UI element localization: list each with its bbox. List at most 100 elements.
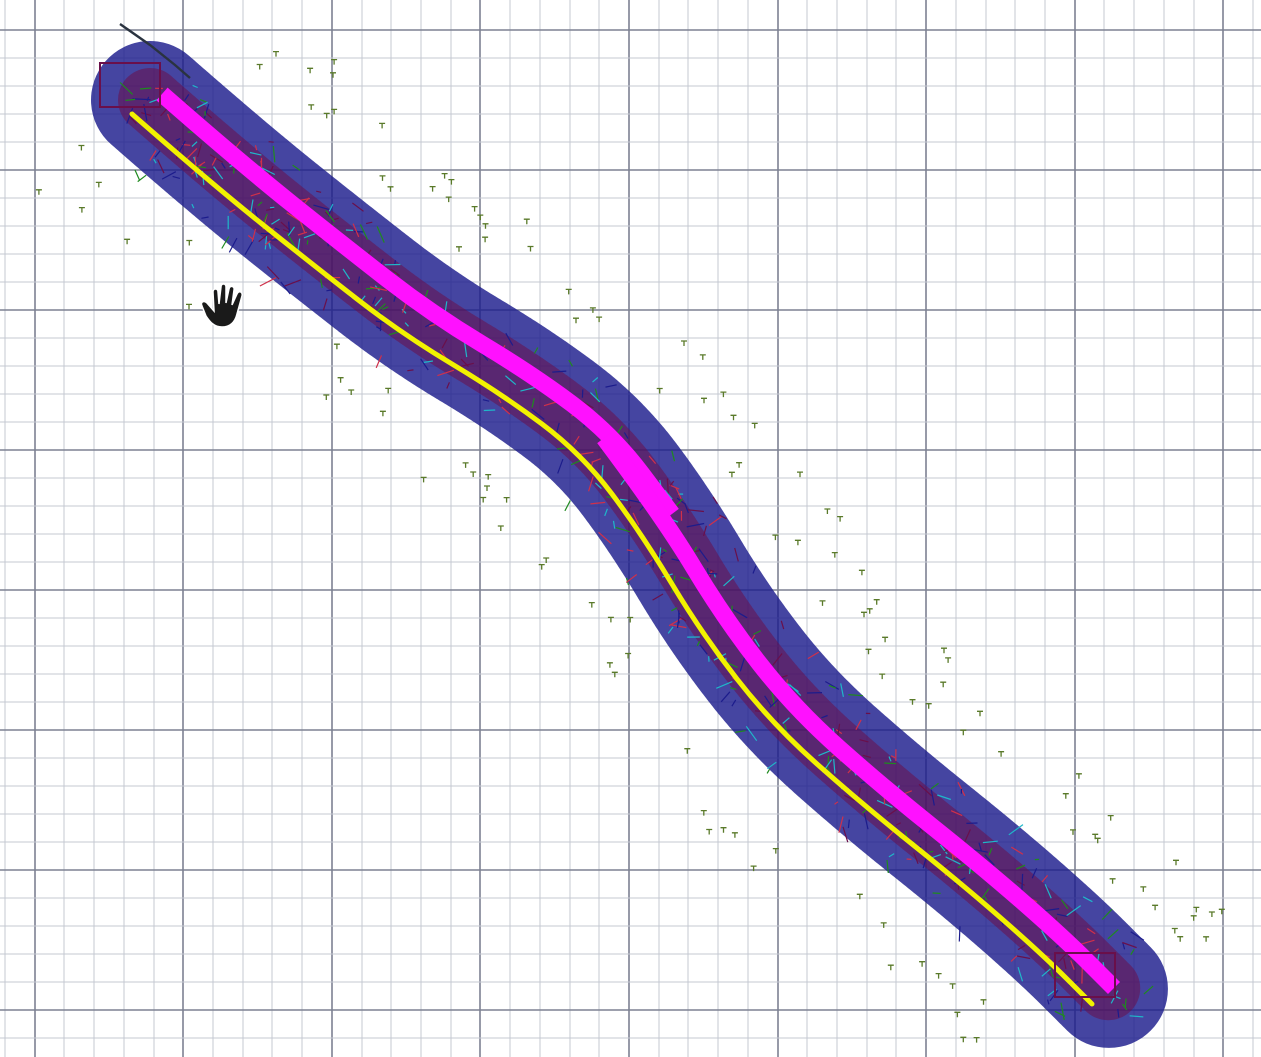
detail-stroke [615,526,630,533]
detail-stroke [1101,908,1113,920]
detail-stroke [847,819,850,829]
detail-stroke [280,221,293,233]
detail-stroke [930,789,935,806]
road-corridor-drawing [35,23,1225,1049]
detail-stroke [259,277,277,287]
detail-stroke [708,572,718,575]
detail-stroke [555,422,560,435]
survey-marker [919,961,926,967]
detail-stroke [191,203,195,209]
detail-stroke [855,719,862,730]
detail-stroke [257,201,263,207]
detail-stroke [918,783,933,797]
detail-stroke [945,856,961,865]
survey-marker [831,551,838,558]
detail-stroke [520,386,537,392]
detail-stroke [978,842,983,852]
detail-stroke [626,549,634,552]
detail-stroke [981,888,990,899]
detail-stroke [807,651,820,660]
survey-marker [445,196,452,203]
survey-marker [960,1036,967,1043]
detail-stroke [444,301,448,312]
survey-marker [1152,904,1159,911]
detail-stroke [604,508,608,517]
detail-stroke [260,232,271,235]
survey-marker [728,471,735,478]
detail-stroke [184,94,190,102]
detail-stroke [1124,998,1127,1008]
detail-stroke [628,499,643,504]
detail-stroke [1129,1015,1144,1018]
detail-stroke [254,145,258,151]
detail-stroke [372,296,377,305]
detail-stroke [420,358,429,371]
detail-stroke [139,87,152,90]
detail-stroke [623,432,629,439]
survey-marker [186,239,193,246]
detail-stroke [1117,1008,1120,1018]
detail-stroke [625,574,638,583]
detail-stroke [533,347,539,354]
survey-marker [945,657,952,663]
survey-marker [627,616,634,623]
survey-marker [348,389,355,395]
detail-stroke [888,756,892,762]
survey-marker [1190,915,1197,921]
detail-stroke [264,234,268,250]
detail-stroke [592,377,599,383]
detail-stroke [1021,873,1024,891]
detail-stroke [1107,928,1119,940]
detail-stroke [157,159,165,174]
detail-stroke [848,694,863,697]
survey-marker [861,611,867,618]
survey-marker [935,972,942,979]
detail-stroke [667,626,674,634]
survey-marker [700,809,707,816]
survey-marker [1075,773,1082,779]
detail-stroke [428,323,436,327]
survey-marker [1203,936,1210,942]
detail-stroke [789,684,802,697]
detail-stroke [228,237,238,253]
detail-stroke [1086,927,1096,935]
detail-stroke [251,228,257,242]
survey-marker [949,983,956,989]
survey-marker [611,671,618,678]
detail-stroke [937,794,951,801]
detail-stroke [620,498,628,501]
detail-stroke [359,224,369,240]
detail-stroke [1031,867,1038,879]
detail-stroke [1143,985,1154,995]
detail-stroke [1070,960,1075,970]
detail-stroke [669,480,675,486]
detail-stroke [316,190,322,193]
detail-stroke [824,680,840,690]
survey-marker [471,205,478,212]
detail-stroke [126,107,134,124]
detail-stroke [859,739,869,743]
survey-marker [523,218,530,225]
detail-stroke [972,848,988,853]
detail-stroke [652,593,664,601]
detail-stroke [196,101,208,109]
detail-stroke [648,455,657,464]
survey-marker [1140,886,1147,892]
detail-stroke [271,218,280,225]
detail-stroke [376,226,385,243]
survey-marker [308,104,315,110]
detail-stroke [374,297,383,307]
detail-stroke [605,384,617,388]
detail-stroke [838,816,844,833]
detail-stroke [1121,1003,1128,1011]
detail-stroke [268,242,272,249]
yellow-edge-line [129,111,1095,1007]
detail-stroke [842,826,849,843]
detail-stroke [221,162,226,169]
detail-stroke [505,332,514,346]
survey-marker [1173,859,1179,866]
detail-stroke [552,370,567,373]
detail-stroke [531,408,545,420]
